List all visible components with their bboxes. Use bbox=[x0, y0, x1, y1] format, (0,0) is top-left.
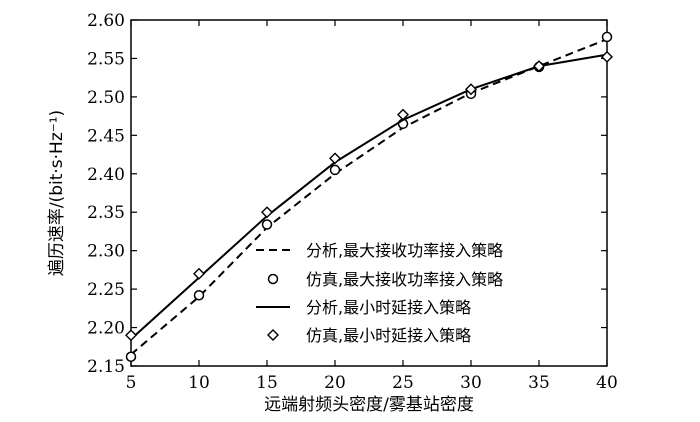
y-tick-label-1: 2.20 bbox=[87, 319, 125, 339]
y-tick-label-0: 2.15 bbox=[87, 357, 125, 377]
x-tick-label-5: 30 bbox=[460, 373, 482, 393]
series-3-point-2 bbox=[261, 206, 273, 219]
series-line-2 bbox=[130, 53, 608, 340]
y-tick-label-8: 2.55 bbox=[87, 49, 125, 69]
legend: 分析,最大接收功率接入策略仿真,最大接收功率接入策略分析,最小时延接入策略仿真,… bbox=[256, 241, 503, 345]
x-tick-label-4: 25 bbox=[392, 373, 414, 393]
x-tick-label-3: 20 bbox=[324, 373, 346, 393]
series-3-point-5 bbox=[465, 83, 477, 96]
series-1-point-2 bbox=[261, 219, 273, 230]
legend-label-2: 分析,最小时延接入策略 bbox=[306, 298, 471, 317]
series-1-point-1 bbox=[193, 290, 205, 301]
y-axis-label: 遍历速率/(bit·s·Hz⁻¹) bbox=[47, 110, 67, 276]
x-tick-label-2: 15 bbox=[256, 373, 278, 393]
series-1-point-7 bbox=[601, 31, 613, 43]
series-3-point-7 bbox=[601, 50, 613, 63]
x-tick-label-7: 40 bbox=[596, 373, 618, 393]
y-tick-label-3: 2.30 bbox=[87, 242, 125, 262]
series-3 bbox=[125, 50, 613, 342]
legend-label-3: 仿真,最小时延接入策略 bbox=[306, 326, 471, 345]
x-tick-label-6: 35 bbox=[528, 373, 550, 393]
series-0 bbox=[130, 38, 608, 356]
series-1-point-3 bbox=[329, 164, 341, 176]
series-1-point-0 bbox=[125, 351, 137, 363]
legend-symbol-1 bbox=[267, 273, 279, 285]
series-3-point-1 bbox=[193, 267, 205, 280]
series-3-point-4 bbox=[397, 108, 409, 121]
y-tick-label-2: 2.25 bbox=[87, 280, 125, 300]
y-tick-label-7: 2.50 bbox=[87, 88, 125, 108]
y-tick-label-5: 2.40 bbox=[87, 165, 125, 185]
series-3-point-6 bbox=[533, 60, 545, 73]
series-layer bbox=[125, 31, 613, 363]
x-tick-label-1: 10 bbox=[188, 373, 210, 393]
series-3-point-3 bbox=[329, 152, 341, 165]
y-tick-label-6: 2.45 bbox=[87, 126, 125, 146]
x-axis-label: 远端射频头密度/雾基站密度 bbox=[264, 395, 474, 415]
legend-label-1: 仿真,最大接收功率接入策略 bbox=[306, 270, 503, 289]
x-tick-label-0: 5 bbox=[126, 373, 137, 393]
series-2 bbox=[130, 53, 608, 340]
series-line-0 bbox=[130, 38, 608, 356]
plot-frame bbox=[130, 19, 608, 367]
legend-label-0: 分析,最大接收功率接入策略 bbox=[306, 241, 503, 260]
series-3-point-0 bbox=[125, 329, 137, 342]
y-tick-label-4: 2.35 bbox=[87, 203, 125, 223]
y-tick-label-9: 2.60 bbox=[87, 11, 125, 31]
legend-symbol-3 bbox=[267, 329, 279, 341]
axis-ticks: 5 10 15 20 25 30 35 40 2.15 2.20 2.25 2.30 2.35 2.40 2… bbox=[87, 11, 618, 393]
